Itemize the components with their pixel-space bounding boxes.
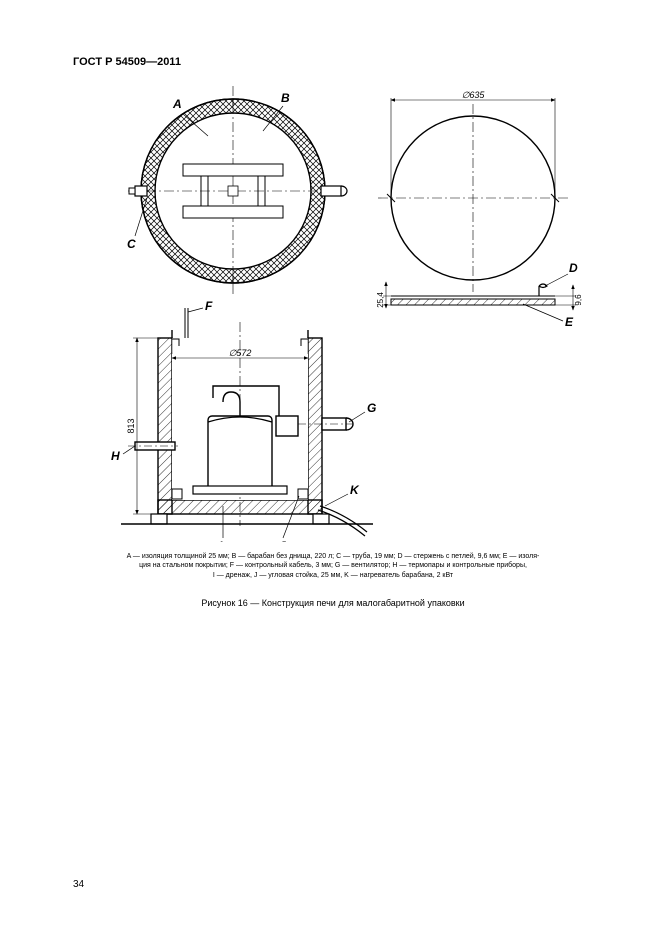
label-f: F [205, 299, 213, 313]
figure-caption: Рисунок 16 — Конструкция печи для малога… [73, 598, 593, 608]
furnace-section: ∅572 813 F G H [111, 299, 376, 542]
dim-d635: ∅635 [462, 90, 486, 100]
dim-96: 9,6 [574, 294, 583, 306]
label-a: A [172, 97, 182, 111]
dim-254: 25,4 [376, 292, 385, 308]
label-j: J [279, 539, 286, 542]
legend-line-3: I — дренаж, J — угловая стойка, 25 мм, K… [213, 572, 453, 579]
dim-813: 813 [126, 418, 136, 433]
top-section-view: A B C [127, 86, 347, 296]
figure-legend: A — изоляция толщиной 25 мм; B — барабан… [73, 552, 593, 580]
figure-diagram: A B C ∅635 [73, 86, 593, 542]
legend-line-2: ция на стальном покрытии; F — контрольны… [139, 562, 527, 569]
label-h: H [111, 449, 120, 463]
label-g: G [367, 401, 376, 415]
standard-header: ГОСТ Р 54509—2011 [73, 56, 181, 68]
page-number: 34 [73, 879, 84, 890]
label-i: I [219, 539, 223, 542]
label-k: K [350, 483, 360, 497]
label-e: E [565, 315, 574, 329]
dim-d572: ∅572 [229, 348, 252, 358]
label-d: D [569, 261, 578, 275]
top-plan-circle: ∅635 [378, 90, 568, 292]
label-c: C [127, 237, 136, 251]
label-b: B [281, 91, 290, 105]
legend-line-1: A — изоляция толщиной 25 мм; B — барабан… [127, 553, 540, 560]
